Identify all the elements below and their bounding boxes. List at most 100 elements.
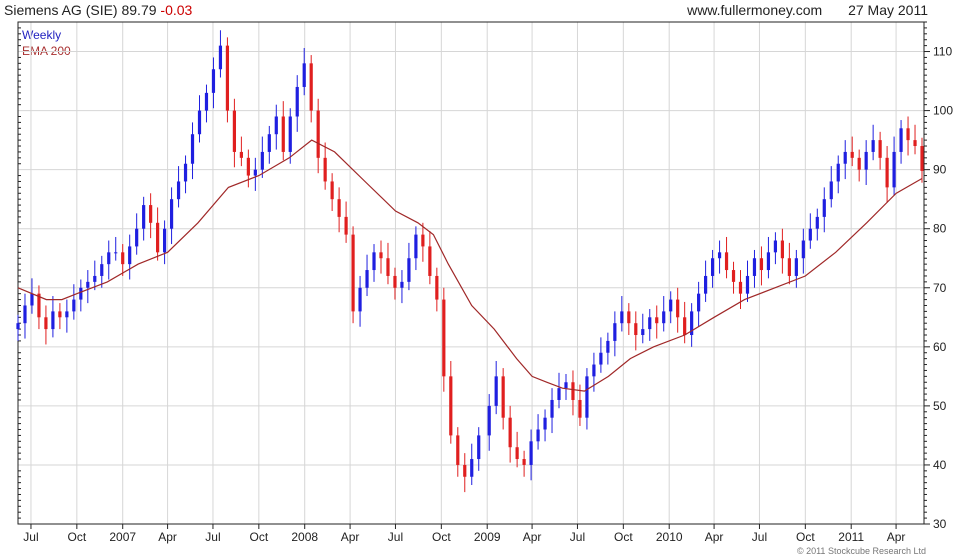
candle-body — [717, 252, 722, 259]
candle-body — [752, 258, 757, 276]
x-tick-label: Jul — [388, 530, 403, 544]
legend-weekly: Weekly — [22, 28, 62, 42]
candle-body — [309, 63, 313, 111]
candle-body — [829, 181, 833, 200]
candle-body — [386, 258, 390, 276]
candle-body — [44, 317, 48, 330]
candle-body — [571, 382, 575, 400]
candle-body — [100, 264, 104, 276]
candle-body — [899, 128, 903, 152]
candle-body — [606, 340, 610, 353]
candle-body — [704, 275, 708, 294]
x-tick-label: Apr — [523, 530, 542, 544]
candle-body — [79, 287, 83, 300]
grid — [18, 22, 924, 525]
candle-body — [72, 299, 76, 312]
candle-body — [662, 311, 666, 324]
candle-body — [218, 45, 223, 70]
candle-body — [156, 222, 160, 253]
candle-body — [759, 258, 764, 271]
candle-body — [731, 270, 736, 282]
candle-body — [379, 252, 383, 259]
candle-body — [463, 464, 467, 477]
candle-body — [51, 311, 55, 330]
candle-body — [351, 234, 355, 312]
y-tick-label: 40 — [933, 458, 947, 472]
candle-body — [683, 317, 687, 336]
candle-body — [58, 311, 62, 318]
candle-body — [393, 275, 397, 288]
plot-frame — [17, 21, 925, 525]
candle-body — [515, 447, 519, 460]
x-tick-label: Jul — [23, 530, 38, 544]
x-tick-label: Apr — [887, 530, 906, 544]
candle-body — [372, 252, 376, 271]
candle-body — [745, 275, 750, 294]
x-tick-label: Oct — [68, 530, 87, 544]
candle-body — [288, 116, 292, 152]
candle-body — [920, 146, 924, 171]
legend-ema: EMA 200 — [22, 44, 71, 58]
x-tick-label: Jul — [205, 530, 220, 544]
candle-body — [295, 86, 299, 117]
x-tick-label: 2009 — [474, 530, 501, 544]
candle-body — [414, 234, 418, 259]
candle-body — [697, 293, 701, 312]
y-tick-label: 30 — [933, 517, 947, 531]
candle-body — [114, 252, 118, 254]
candle-body — [710, 258, 715, 276]
candle-body — [648, 317, 652, 330]
candle-body — [274, 116, 278, 135]
x-tick-label: Oct — [249, 530, 268, 544]
x-tick-label: Apr — [341, 530, 360, 544]
candle-body — [878, 140, 882, 158]
candle-body — [477, 435, 481, 460]
candle-body — [508, 417, 512, 448]
candle-body — [850, 151, 854, 158]
candle-body — [550, 399, 554, 418]
candle-body — [428, 246, 432, 276]
candle-body — [780, 240, 784, 259]
candle-body — [232, 110, 237, 152]
candle-body — [627, 311, 631, 324]
candle-body — [536, 429, 540, 442]
candle-body — [135, 228, 139, 247]
candle-body — [456, 435, 460, 465]
candle-body — [585, 376, 589, 418]
x-tick-label: Jul — [570, 530, 585, 544]
candle-body — [400, 281, 404, 288]
candle-body — [337, 199, 341, 217]
x-tick-label: Oct — [796, 530, 815, 544]
x-tick-label: Apr — [705, 530, 724, 544]
candle-body — [690, 311, 694, 336]
x-tick-label: Oct — [432, 530, 451, 544]
candle-body — [323, 157, 327, 182]
candle-body — [449, 376, 453, 436]
candle-body — [564, 382, 568, 389]
x-tick-label: Jul — [752, 530, 767, 544]
candle-body — [843, 151, 847, 164]
candle-body — [578, 399, 582, 418]
candle-body — [121, 252, 125, 265]
candle-body — [641, 329, 645, 336]
candle-body — [253, 169, 257, 176]
candle-body — [892, 151, 896, 188]
candle-body — [906, 128, 910, 141]
candle-body — [599, 352, 603, 365]
candle-body — [724, 252, 729, 271]
candle-body — [128, 246, 132, 265]
candle-body — [37, 293, 41, 318]
y-tick-label: 90 — [933, 163, 947, 177]
candle-body — [239, 151, 243, 158]
candle-body — [86, 281, 90, 288]
candle-body — [442, 299, 446, 377]
candle-body — [421, 234, 425, 247]
candle-body — [344, 216, 348, 235]
chart-date: 27 May 2011 — [848, 2, 928, 18]
candle-body — [16, 323, 20, 330]
candle-body — [197, 110, 202, 135]
candle-body — [107, 252, 111, 265]
header-right: www.fullermoney.com 27 May 2011 — [687, 2, 928, 18]
y-tick-label: 110 — [933, 45, 952, 59]
